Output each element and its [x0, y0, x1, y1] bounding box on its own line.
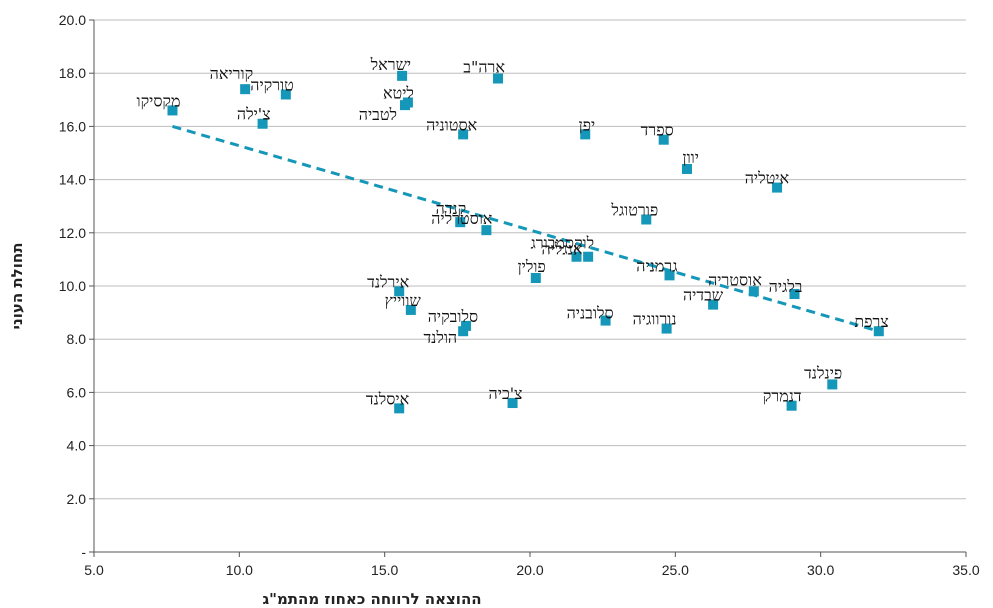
y-tick-label: 12.0 [59, 225, 86, 241]
data-point [641, 214, 652, 225]
point-label: אירלנד [367, 272, 409, 291]
data-point [240, 84, 251, 95]
point-label: אוסטרליה [431, 209, 493, 228]
data-point [461, 320, 472, 331]
point-label: טורקיה [250, 75, 294, 94]
y-tick-label: 4.0 [67, 438, 87, 454]
point-label: לטביה [359, 105, 397, 124]
data-point [571, 251, 582, 262]
x-tick-label: 30.0 [807, 562, 834, 578]
data-points [167, 70, 884, 414]
point-label: צ'כיה [489, 384, 523, 403]
point-label: אנגליה [542, 240, 583, 259]
point-label: ישראל [370, 55, 411, 74]
y-tick-label: 14.0 [59, 172, 86, 188]
data-point [455, 217, 466, 228]
y-tick-label: 10.0 [59, 278, 86, 294]
trendline [172, 124, 880, 333]
x-tick-label: 5.0 [84, 562, 104, 578]
data-point [458, 129, 469, 140]
x-tick-label: 25.0 [662, 562, 689, 578]
point-label: גרמניה [636, 256, 677, 275]
data-point [772, 182, 783, 193]
data-point [661, 323, 672, 334]
point-label: קנדה [436, 199, 467, 218]
point-label: אסטוניה [426, 115, 477, 134]
y-tick-label: 20.0 [59, 12, 86, 28]
gridlines [94, 19, 966, 500]
point-label: ספרד [641, 121, 674, 140]
point-label: סלובקיה [428, 307, 478, 326]
point-label: צרפת [854, 312, 888, 331]
y-tick-label: 2.0 [67, 491, 87, 507]
data-point [583, 251, 594, 262]
data-point [873, 326, 884, 337]
data-point [681, 163, 692, 174]
y-axis-title: תחולת העוני [8, 243, 26, 330]
point-label: קוריאה [210, 64, 254, 83]
data-point [530, 273, 541, 284]
data-point [394, 403, 405, 414]
point-label: פולין [518, 257, 546, 276]
point-label: סלובניה [567, 304, 614, 323]
data-point [167, 105, 178, 116]
point-label: הולנד [423, 328, 457, 347]
data-point [658, 134, 669, 145]
data-point [507, 398, 518, 409]
point-label: שווייץ [385, 291, 422, 310]
y-tick-label: 8.0 [67, 331, 87, 347]
point-label: איסלנד [366, 389, 410, 408]
point-label: יוון [682, 148, 698, 167]
point-label: פינלנד [804, 363, 842, 382]
data-point [257, 118, 268, 129]
x-tick-label: 15.0 [371, 562, 398, 578]
y-tick-label: - [81, 544, 86, 560]
data-point [748, 286, 759, 297]
point-label: בלגיה [769, 277, 803, 296]
x-tick-label: 20.0 [516, 562, 543, 578]
x-axis-title: ההוצאה לרווחה כאחוז מהתמ"ג [262, 590, 481, 608]
point-label: דנמרק [763, 387, 802, 406]
point-label: ליטא [383, 83, 414, 102]
point-label: שבדיה [683, 286, 724, 305]
data-point [493, 73, 504, 84]
data-point [664, 270, 675, 281]
point-label: לוקסמבורג [530, 234, 594, 253]
data-point [400, 100, 411, 111]
x-tick-label: 35.0 [952, 562, 979, 578]
data-point [394, 286, 405, 297]
point-label: מקסיקו [136, 91, 180, 110]
data-point [481, 225, 492, 236]
y-tick-label: 18.0 [59, 65, 86, 81]
data-point [580, 129, 591, 140]
data-point [789, 288, 800, 299]
point-label: איטליה [745, 169, 790, 188]
y-tick-label: 6.0 [67, 384, 87, 400]
axes [89, 19, 967, 557]
point-label: יפן [579, 115, 596, 134]
data-point [397, 70, 408, 81]
point-label: נורווגיה [633, 310, 677, 329]
point-label: צ'ילה [237, 105, 271, 124]
data-point [786, 400, 797, 411]
data-point [708, 299, 719, 310]
data-point [280, 89, 291, 100]
data-point [458, 326, 469, 337]
data-point [827, 379, 838, 390]
y-tick-label: 16.0 [59, 118, 86, 134]
x-tick-label: 10.0 [226, 562, 253, 578]
data-point [600, 315, 611, 326]
point-label: אוסטריה [708, 270, 762, 289]
x-tick-labels: 5.0 10.0 15.0 20.0 25.0 30.0 35.0 [84, 562, 980, 578]
data-point [405, 304, 416, 315]
trendline-group [172, 124, 880, 333]
point-label: פורטוגל [610, 201, 658, 220]
point-label: ארה"ב [463, 58, 505, 77]
y-tick-labels: - 2.0 4.0 6.0 8.0 10.0 12.0 14.0 16.0 18.0 20.0 [59, 12, 87, 560]
